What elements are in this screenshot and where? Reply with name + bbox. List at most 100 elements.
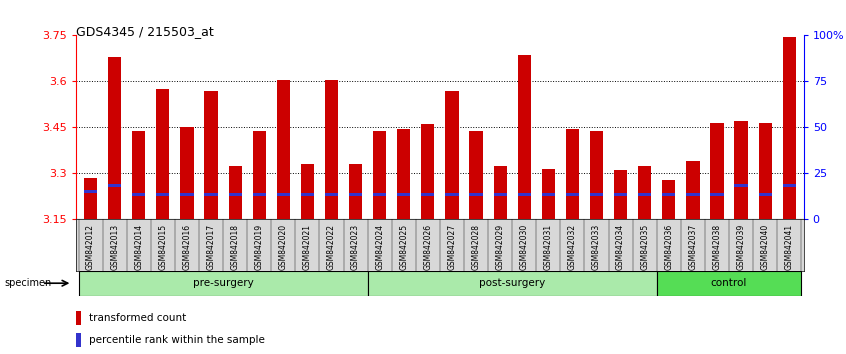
- Bar: [301, 164, 314, 219]
- Text: GSM842027: GSM842027: [448, 224, 457, 270]
- Text: GSM842030: GSM842030: [519, 224, 529, 270]
- Bar: [662, 193, 675, 196]
- Bar: [84, 190, 97, 193]
- Bar: [157, 193, 169, 196]
- Bar: [228, 166, 242, 219]
- Bar: [132, 193, 146, 196]
- Bar: [157, 89, 169, 219]
- Bar: [132, 131, 146, 219]
- Bar: [638, 193, 651, 196]
- Text: control: control: [711, 278, 747, 288]
- Text: GSM842041: GSM842041: [785, 224, 794, 270]
- Bar: [325, 193, 338, 196]
- Text: GSM842012: GSM842012: [86, 224, 95, 270]
- Text: GSM842022: GSM842022: [327, 224, 336, 270]
- Bar: [421, 193, 435, 196]
- Bar: [759, 193, 772, 196]
- Bar: [205, 193, 217, 196]
- Bar: [783, 37, 796, 219]
- Bar: [277, 80, 290, 219]
- Bar: [180, 193, 194, 196]
- Text: GSM842015: GSM842015: [158, 224, 168, 270]
- Bar: [277, 193, 290, 196]
- Bar: [541, 193, 555, 196]
- Bar: [638, 166, 651, 219]
- Text: GSM842029: GSM842029: [496, 224, 505, 270]
- Bar: [445, 193, 459, 196]
- Text: GSM842038: GSM842038: [712, 224, 722, 270]
- Bar: [180, 127, 194, 219]
- Bar: [397, 193, 410, 196]
- Text: GSM842017: GSM842017: [206, 224, 216, 270]
- Text: pre-surgery: pre-surgery: [193, 278, 254, 288]
- Text: GSM842033: GSM842033: [592, 224, 601, 270]
- Text: GDS4345 / 215503_at: GDS4345 / 215503_at: [76, 25, 214, 38]
- Bar: [493, 193, 507, 196]
- Bar: [686, 161, 700, 219]
- Bar: [301, 193, 314, 196]
- Text: GSM842019: GSM842019: [255, 224, 264, 270]
- Bar: [590, 131, 603, 219]
- Bar: [734, 184, 748, 187]
- FancyBboxPatch shape: [656, 271, 801, 296]
- Bar: [373, 193, 387, 196]
- Text: GSM842037: GSM842037: [689, 224, 697, 270]
- Bar: [84, 178, 97, 219]
- Bar: [662, 179, 675, 219]
- Bar: [493, 166, 507, 219]
- Bar: [325, 80, 338, 219]
- Bar: [76, 312, 81, 325]
- Bar: [445, 91, 459, 219]
- Bar: [253, 193, 266, 196]
- Bar: [373, 131, 387, 219]
- Text: GSM842023: GSM842023: [351, 224, 360, 270]
- Bar: [518, 55, 530, 219]
- Bar: [783, 184, 796, 187]
- Bar: [614, 193, 627, 196]
- Text: GSM842035: GSM842035: [640, 224, 649, 270]
- Bar: [759, 123, 772, 219]
- Bar: [711, 123, 723, 219]
- Bar: [253, 131, 266, 219]
- Text: GSM842020: GSM842020: [279, 224, 288, 270]
- Bar: [686, 193, 700, 196]
- Bar: [349, 193, 362, 196]
- Text: GSM842025: GSM842025: [399, 224, 409, 270]
- Text: GSM842028: GSM842028: [471, 224, 481, 270]
- Text: GSM842024: GSM842024: [375, 224, 384, 270]
- Bar: [228, 193, 242, 196]
- Bar: [566, 193, 579, 196]
- Bar: [734, 121, 748, 219]
- Text: GSM842018: GSM842018: [231, 224, 239, 270]
- Bar: [76, 333, 81, 347]
- Bar: [541, 169, 555, 219]
- Bar: [470, 193, 483, 196]
- Text: transformed count: transformed count: [89, 313, 186, 323]
- Bar: [518, 193, 530, 196]
- Bar: [590, 193, 603, 196]
- Text: GSM842021: GSM842021: [303, 224, 312, 270]
- Text: percentile rank within the sample: percentile rank within the sample: [89, 335, 265, 345]
- Text: GSM842013: GSM842013: [110, 224, 119, 270]
- Bar: [349, 164, 362, 219]
- Text: GSM842040: GSM842040: [761, 224, 770, 270]
- Bar: [108, 184, 121, 187]
- Bar: [711, 193, 723, 196]
- Text: GSM842026: GSM842026: [423, 224, 432, 270]
- Bar: [614, 170, 627, 219]
- Bar: [205, 91, 217, 219]
- Bar: [470, 131, 483, 219]
- FancyBboxPatch shape: [79, 271, 368, 296]
- Text: GSM842034: GSM842034: [616, 224, 625, 270]
- Text: GSM842036: GSM842036: [664, 224, 673, 270]
- FancyBboxPatch shape: [368, 271, 656, 296]
- Text: GSM842031: GSM842031: [544, 224, 552, 270]
- Bar: [397, 129, 410, 219]
- Text: GSM842016: GSM842016: [183, 224, 191, 270]
- Text: post-surgery: post-surgery: [479, 278, 546, 288]
- Text: GSM842014: GSM842014: [135, 224, 143, 270]
- Bar: [421, 124, 435, 219]
- Text: GSM842032: GSM842032: [568, 224, 577, 270]
- Bar: [108, 57, 121, 219]
- Bar: [566, 129, 579, 219]
